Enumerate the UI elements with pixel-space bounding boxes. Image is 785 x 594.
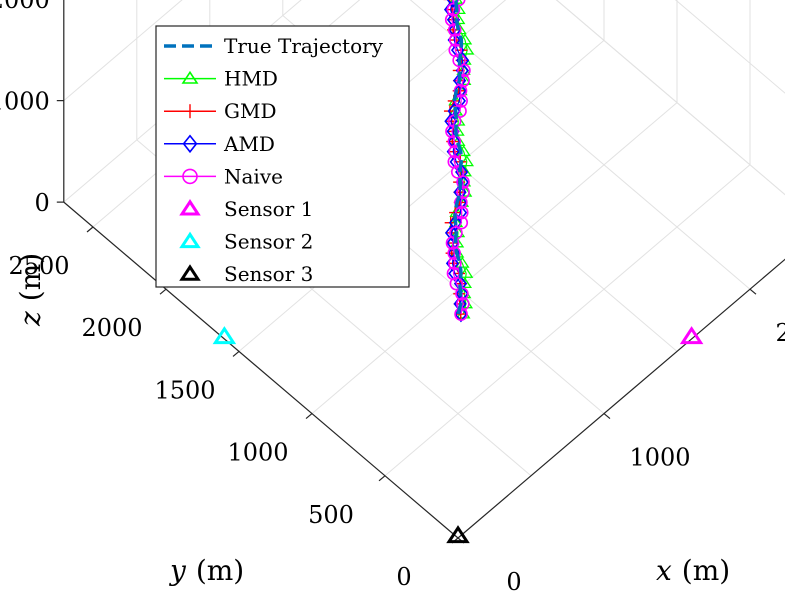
y-tick-label: 2000	[81, 314, 142, 342]
point-hmd	[459, 155, 475, 167]
legend-label: AMD	[223, 132, 275, 156]
sensor-1	[679, 326, 704, 345]
y-axis-line	[63, 201, 459, 539]
x-axis-line	[457, 258, 785, 539]
wall-grid-line	[555, 0, 785, 196]
y-tick-label: 2500	[8, 252, 69, 280]
point-hmd	[457, 185, 473, 197]
x-tick-mark	[603, 413, 611, 420]
y-tick-label: 1000	[227, 439, 288, 467]
legend-marker-hmd	[181, 70, 199, 84]
axes	[56, 0, 785, 544]
y-tick-mark	[159, 288, 167, 295]
y-tick-mark	[305, 413, 313, 420]
sensor-3	[446, 525, 470, 544]
point-naive	[448, 256, 462, 271]
point-amd	[453, 82, 467, 100]
legend-marker-gmd	[183, 104, 197, 119]
legend-label: Naive	[224, 164, 283, 188]
point-naive	[447, 134, 462, 149]
point-naive	[447, 246, 461, 260]
wall-grid-line	[674, 0, 785, 94]
point-amd	[447, 133, 461, 150]
wall-grid-line	[63, 0, 183, 102]
point-naive	[449, 276, 464, 291]
legend-marker-naive	[182, 168, 198, 185]
z-axis-label: z(m)	[14, 253, 47, 327]
legend-label: GMD	[224, 99, 277, 123]
x-tick-label: 2000	[775, 319, 785, 347]
point-hmd	[460, 43, 475, 55]
y-tick-label: 500	[308, 501, 354, 529]
floor-grid-line	[384, 164, 751, 477]
point-hmd	[458, 266, 474, 278]
point-amd	[448, 214, 463, 232]
y-tick-label: 1500	[154, 376, 215, 404]
x-tick-label: 1000	[629, 444, 690, 472]
legend-label: HMD	[224, 67, 278, 91]
point-naive	[456, 297, 470, 311]
point-naive	[451, 0, 466, 7]
floor-grid-line	[238, 40, 605, 352]
legend-marker-sensor-3	[179, 264, 201, 281]
x-tick-label: 0	[506, 568, 521, 594]
point-hmd	[457, 74, 472, 86]
legend: True Trajectory HMD GMD AMD Naive Sensor 1 Sen…	[155, 25, 410, 288]
z-tick-label: 0	[35, 189, 50, 217]
legend-marker-sensor-1	[179, 199, 201, 216]
floor-grid-line	[555, 0, 785, 196]
point-amd	[447, 102, 461, 120]
point-naive	[456, 73, 470, 88]
legend-box	[155, 25, 410, 288]
y-tick-label: 0	[396, 563, 411, 591]
point-amd	[446, 0, 460, 8]
z-tick-label: 2000	[0, 0, 50, 14]
z-tick-label: 1000	[0, 88, 50, 116]
legend-marker-sensor-2	[179, 231, 201, 249]
legend-marker-amd	[182, 134, 198, 154]
point-hmd	[455, 256, 470, 268]
x-axis-label: x (m)	[656, 554, 730, 587]
sensor-2	[212, 326, 237, 345]
point-amd	[453, 183, 467, 201]
point-naive	[454, 205, 469, 220]
point-naive	[455, 286, 469, 301]
legend-label: Sensor 3	[224, 262, 313, 286]
floor-grid-line	[409, 0, 751, 290]
series-line-naive	[451, 0, 465, 315]
y-tick-mark	[232, 350, 240, 357]
point-naive	[447, 23, 462, 37]
true-trajectory-line	[452, 0, 464, 315]
point-naive	[456, 185, 470, 200]
point-naive	[448, 43, 463, 57]
legend-label: Sensor 1	[224, 197, 313, 221]
point-naive	[445, 124, 459, 139]
y-tick-mark	[378, 475, 386, 482]
point-naive	[454, 195, 468, 210]
x-tick-mark	[749, 288, 757, 295]
y-tick-mark	[86, 226, 94, 233]
floor-grid-line	[311, 102, 678, 414]
legend-label: True Trajectory	[224, 34, 384, 58]
y-axis-label: y (m)	[168, 554, 244, 587]
plot-data	[212, 0, 704, 544]
legend-label: Sensor 2	[224, 230, 313, 254]
